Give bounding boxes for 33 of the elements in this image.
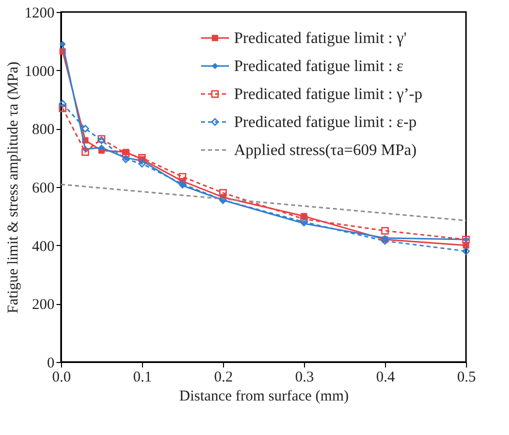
point	[300, 215, 308, 223]
point	[381, 226, 389, 235]
x-tick-label: 0.0	[52, 370, 71, 386]
point	[59, 40, 66, 48]
y-tick-label: 0	[47, 356, 54, 372]
legend-label: Predicated fatigue limit : γ’-p	[234, 86, 422, 103]
point	[58, 104, 66, 112]
point	[219, 189, 227, 197]
legend-label: Predicated fatigue limit : ε-p	[234, 114, 417, 131]
y-axis-title: Fatigue limit & stress amplitude τa (MPa)	[6, 62, 22, 314]
x-tick-label: 0.5	[457, 370, 476, 386]
x-tick-label: 0.3	[295, 370, 314, 386]
point	[462, 247, 470, 255]
x-tick-label: 0.4	[376, 370, 396, 386]
point	[178, 172, 186, 181]
point	[81, 148, 90, 156]
x-axis-title: Distance from surface (mm)	[179, 388, 349, 404]
x-tick-label: 0.2	[214, 370, 233, 386]
y-tick-label: 400	[32, 238, 54, 255]
y-tick-label: 800	[32, 122, 54, 138]
legend-label: Predicated fatigue limit : γ'	[234, 30, 407, 47]
y-tick-label: 200	[32, 297, 54, 314]
legend-label: Predicated fatigue limit : ε	[234, 58, 404, 75]
point	[58, 100, 66, 108]
x-tick-label: 0.1	[133, 370, 152, 386]
point	[98, 144, 105, 151]
y-tick-label: 1000	[24, 64, 54, 80]
point	[81, 124, 90, 132]
point	[138, 160, 146, 168]
y-tick-label: 1200	[24, 6, 54, 22]
legend-label: Applied stress(τa=609 MPa)	[234, 142, 417, 159]
point	[122, 155, 130, 164]
y-tick-label: 600	[32, 180, 54, 196]
